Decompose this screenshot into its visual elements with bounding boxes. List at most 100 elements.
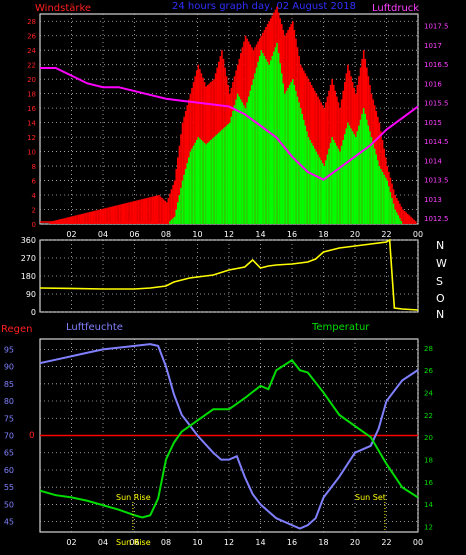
wind-gust-bar: [118, 204, 121, 224]
temperature-line: [39, 358, 419, 519]
wind-avg-bar: [236, 93, 239, 224]
wind-gust-bar: [129, 201, 132, 224]
direction-line: [39, 238, 419, 311]
wind-avg-bar: [370, 137, 373, 224]
wind-avg-bar: [194, 142, 196, 224]
wind-gust-bar: [101, 208, 104, 224]
temperature-y-tick: 14: [424, 501, 433, 509]
wind-gust-bar: [117, 205, 119, 224]
wind-gust-bar: [128, 202, 130, 224]
wind-avg-bar: [292, 79, 294, 224]
pressure-y-tick: 1015.5: [424, 100, 449, 108]
wind-avg-bar: [369, 131, 371, 224]
wind-avg-bar: [303, 119, 305, 224]
temperature-y-tick: 22: [424, 412, 433, 420]
wind-avg-bar: [235, 99, 237, 224]
wind-y-tick: 0: [32, 221, 36, 229]
wind-avg-bar: [251, 84, 253, 224]
wind-avg-bar: [355, 137, 357, 224]
wind-gust-bar: [169, 193, 171, 224]
wind-avg-bar: [170, 219, 173, 224]
wind-avg-bar: [394, 209, 396, 224]
wind-title: Windstärke: [35, 3, 91, 14]
direction-y-tick: 360: [21, 236, 36, 245]
pressure-y-tick: 1013.5: [424, 177, 449, 185]
wind-avg-bar: [389, 192, 392, 224]
wind-gust-bar: [153, 196, 155, 224]
x-tick-label-bottom: 16: [287, 538, 297, 547]
wind-avg-bar: [247, 96, 250, 224]
wind-avg-bar: [307, 137, 310, 224]
wind-gust-bar: [166, 202, 168, 224]
wind-avg-bar: [329, 142, 332, 224]
wind-gust-bar: [150, 196, 152, 224]
wind-avg-bar: [388, 186, 390, 224]
temperature-y-tick: 24: [424, 390, 433, 398]
wind-gust-bar: [136, 200, 138, 224]
wind-avg-bar: [336, 145, 338, 224]
wind-avg-bar: [243, 105, 245, 224]
wind-avg-bar: [200, 140, 203, 224]
sun-rise-overlap-label: Sun Rise: [116, 538, 151, 547]
wind-avg-bar: [328, 148, 330, 224]
wind-avg-bar: [210, 140, 212, 224]
wind-avg-bar: [277, 53, 280, 224]
wind-avg-bar: [340, 145, 343, 224]
humidity-y-tick: 80: [4, 397, 14, 406]
wind-avg-bar: [266, 61, 269, 224]
wind-avg-bar: [284, 93, 286, 224]
x-tick-label-top: 16: [287, 230, 297, 239]
wind-avg-bar: [208, 141, 211, 224]
wind-avg-bar: [359, 119, 362, 224]
wind-gust-bar: [106, 207, 108, 224]
wind-avg-bar: [361, 113, 363, 224]
wind-avg-bar: [373, 148, 376, 224]
temperature-y-tick: 20: [424, 434, 433, 442]
wind-gust-bar: [403, 210, 406, 224]
wind-gust-bar: [109, 207, 111, 224]
humidity-y-tick: 75: [4, 414, 14, 423]
wind-gust-bar: [139, 199, 141, 224]
wind-avg-bar: [323, 166, 326, 224]
wind-avg-bar: [230, 116, 233, 224]
wind-gust-bar: [132, 201, 135, 224]
wind-gust-bar: [413, 219, 415, 224]
wind-avg-bar: [202, 141, 204, 224]
temperature-y-tick: 18: [424, 456, 433, 464]
wind-avg-bar: [348, 125, 351, 224]
wind-avg-bar: [192, 145, 195, 224]
x-tick-label-bottom: 00: [413, 538, 423, 547]
wind-avg-bar: [252, 79, 255, 224]
pressure-y-tick: 1016.5: [424, 61, 449, 69]
wind-avg-bar: [211, 138, 214, 224]
wind-avg-bar: [282, 83, 285, 224]
wind-gust-bar: [99, 209, 102, 224]
wind-avg-bar: [273, 51, 275, 224]
x-tick-label-top: 06: [129, 230, 139, 239]
humidity-y-tick: 95: [4, 345, 14, 354]
wind-avg-bar: [315, 151, 318, 224]
wind-avg-bar: [262, 53, 264, 224]
humidity-title: Luftfeuchte: [66, 322, 123, 333]
wind-avg-bar: [229, 122, 231, 224]
wind-gust-bar: [414, 221, 417, 224]
data-lines: [39, 66, 419, 532]
wind-avg-bar: [293, 84, 296, 224]
wind-gust-bar: [411, 218, 414, 224]
wind-avg-bar: [222, 128, 225, 224]
wind-avg-bar: [225, 125, 228, 224]
rain-zero-label: 0: [29, 431, 35, 441]
wind-bars: [40, 6, 417, 225]
wind-gust-bar: [170, 189, 173, 224]
wind-y-tick: 28: [27, 18, 36, 26]
wind-gust-bar: [177, 157, 179, 224]
wind-avg-bar: [343, 134, 346, 224]
wind-avg-bar: [280, 73, 283, 225]
humidity-y-tick: 50: [4, 500, 14, 509]
wind-gust-bar: [65, 217, 67, 224]
wind-gust-bar: [137, 200, 140, 224]
wind-avg-bar: [214, 135, 217, 224]
wind-avg-bar: [301, 113, 304, 224]
humidity-line: [39, 343, 419, 530]
wind-avg-bar: [188, 157, 190, 224]
